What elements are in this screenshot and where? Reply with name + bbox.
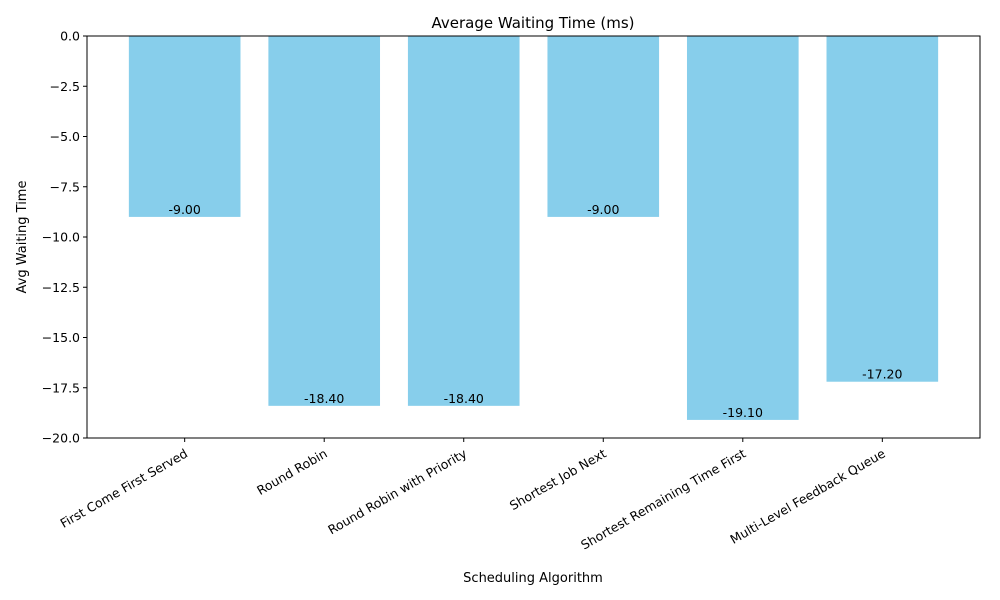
- bar-6: [826, 36, 939, 382]
- y-axis-label: Avg Waiting Time: [15, 181, 30, 294]
- data-label-3: -18.40: [444, 391, 484, 406]
- bar-4: [547, 36, 660, 217]
- chart-title: Average Waiting Time (ms): [431, 14, 634, 32]
- x-tick-label: Shortest Job Next: [507, 446, 609, 514]
- y-tick-label: −20.0: [42, 431, 80, 446]
- y-tick-label: −12.5: [42, 280, 80, 295]
- x-axis-label: Scheduling Algorithm: [463, 571, 603, 586]
- data-label-5: -19.10: [723, 405, 763, 420]
- bars-group: -9.00 -18.40 -18.40 -9.00 -19.10 -17.20: [128, 36, 939, 420]
- bar-3: [407, 36, 520, 406]
- data-label-6: -17.20: [862, 367, 902, 382]
- y-tick-label: −2.5: [50, 79, 80, 94]
- y-axis-ticks: 0.0 −2.5 −5.0 −7.5 −10.0 −12.5 −15.0 −17.5 −20.0: [42, 29, 87, 446]
- bar-2: [268, 36, 381, 406]
- x-tick-label: Multi-Level Feedback Queue: [727, 445, 888, 546]
- x-tick-label: Round Robin with Priority: [325, 445, 469, 537]
- y-tick-label: −10.0: [42, 230, 80, 245]
- y-tick-label: −7.5: [50, 179, 80, 194]
- bar-5: [686, 36, 799, 420]
- y-tick-label: −17.5: [42, 380, 80, 395]
- x-tick-label: First Come First Served: [57, 446, 190, 531]
- data-label-4: -9.00: [587, 202, 619, 217]
- plot-frame: [86, 35, 981, 439]
- y-tick-label: 0.0: [60, 29, 80, 44]
- data-label-2: -18.40: [304, 391, 344, 406]
- x-tick-label: Shortest Remaining Time First: [578, 446, 748, 553]
- y-tick-label: −15.0: [42, 330, 80, 345]
- bar-1: [128, 36, 241, 217]
- x-axis-ticks: First Come First Served Round RobinRound …: [57, 438, 888, 553]
- data-label-1: -9.00: [169, 202, 201, 217]
- y-tick-label: −5.0: [50, 129, 80, 144]
- x-tick-label: Round Robin: [254, 446, 330, 498]
